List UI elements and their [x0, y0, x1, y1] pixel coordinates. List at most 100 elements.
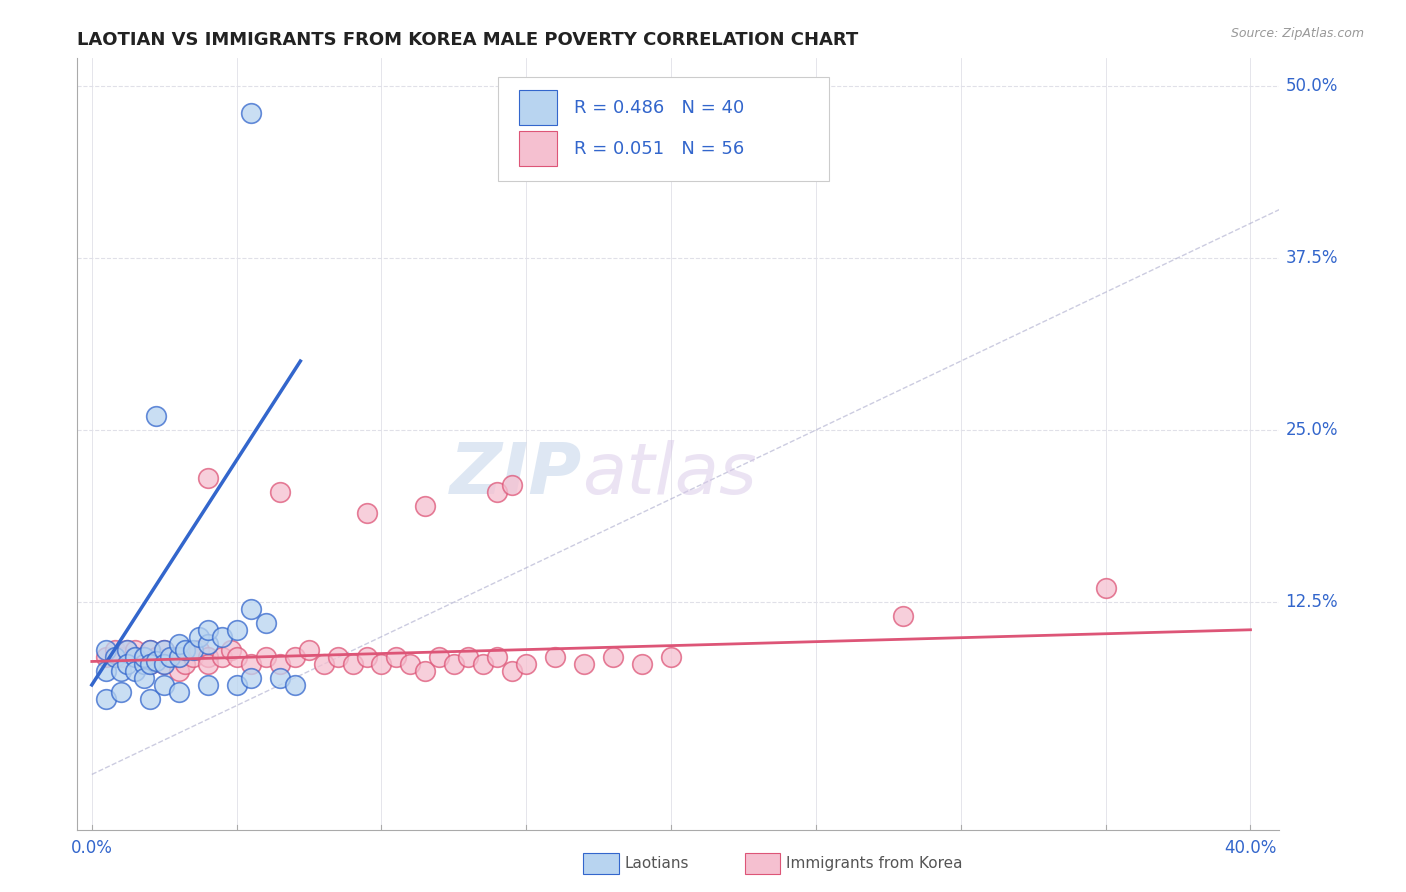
Text: ZIP: ZIP: [450, 440, 582, 509]
Text: 40.0%: 40.0%: [1225, 839, 1277, 857]
Point: [139, 643, 162, 657]
Point: [104, 650, 127, 665]
Point: [115, 657, 138, 672]
Point: [132, 657, 155, 672]
Point: [132, 650, 155, 665]
Point: [145, 650, 167, 665]
Point: [162, 650, 184, 665]
Point: [1094, 582, 1116, 596]
Text: LAOTIAN VS IMMIGRANTS FROM KOREA MALE POVERTY CORRELATION CHART: LAOTIAN VS IMMIGRANTS FROM KOREA MALE PO…: [77, 31, 859, 49]
Point: [211, 630, 233, 644]
Point: [254, 650, 277, 665]
Text: 0.0%: 0.0%: [70, 839, 112, 857]
Point: [486, 485, 509, 500]
Point: [96, 643, 118, 657]
Point: [197, 678, 219, 692]
Point: [385, 650, 408, 665]
Point: [631, 657, 654, 672]
Point: [211, 650, 233, 665]
Point: [173, 643, 195, 657]
Point: [413, 664, 436, 678]
Point: [110, 664, 132, 678]
Point: [124, 664, 146, 678]
FancyBboxPatch shape: [519, 90, 557, 125]
Point: [284, 650, 307, 665]
Point: [240, 657, 263, 672]
Point: [284, 678, 307, 692]
Point: [145, 655, 167, 669]
Point: [132, 671, 155, 685]
Text: 25.0%: 25.0%: [1285, 421, 1337, 439]
Text: atlas: atlas: [582, 440, 756, 509]
Point: [96, 664, 118, 678]
Point: [197, 650, 219, 665]
Point: [254, 615, 277, 630]
Point: [457, 650, 479, 665]
Point: [167, 664, 190, 678]
Point: [399, 657, 422, 672]
Point: [153, 678, 176, 692]
Point: [153, 657, 176, 672]
Point: [269, 485, 291, 500]
Point: [96, 650, 118, 665]
Point: [602, 650, 624, 665]
Point: [269, 657, 291, 672]
Point: [312, 657, 335, 672]
Point: [104, 643, 127, 657]
Point: [413, 499, 436, 513]
Point: [501, 664, 523, 678]
Point: [891, 609, 914, 624]
Point: [181, 643, 204, 657]
Point: [659, 650, 682, 665]
Text: Immigrants from Korea: Immigrants from Korea: [786, 856, 963, 871]
Point: [197, 623, 219, 637]
Point: [167, 650, 190, 665]
Point: [96, 691, 118, 706]
Text: 50.0%: 50.0%: [1285, 77, 1337, 95]
Point: [326, 650, 349, 665]
Point: [356, 506, 378, 520]
Point: [342, 657, 364, 672]
Point: [515, 657, 537, 672]
Text: 12.5%: 12.5%: [1285, 593, 1339, 611]
Point: [219, 643, 242, 657]
Point: [429, 650, 451, 665]
Point: [298, 643, 321, 657]
Point: [240, 602, 263, 616]
Point: [139, 643, 162, 657]
Point: [443, 657, 465, 672]
Text: R = 0.051   N = 56: R = 0.051 N = 56: [574, 140, 744, 158]
FancyBboxPatch shape: [519, 131, 557, 166]
Point: [153, 643, 176, 657]
Point: [110, 650, 132, 665]
Point: [139, 691, 162, 706]
Point: [370, 657, 392, 672]
Point: [115, 643, 138, 657]
Point: [153, 657, 176, 672]
Point: [197, 471, 219, 485]
Point: [471, 657, 494, 672]
Point: [124, 643, 146, 657]
Point: [240, 106, 263, 120]
Point: [188, 643, 211, 657]
Text: R = 0.486   N = 40: R = 0.486 N = 40: [574, 99, 744, 117]
Point: [173, 657, 195, 672]
Point: [188, 630, 211, 644]
Point: [167, 685, 190, 699]
Point: [167, 650, 190, 665]
Point: [132, 650, 155, 665]
Text: Laotians: Laotians: [624, 856, 689, 871]
Point: [501, 478, 523, 492]
Point: [225, 623, 247, 637]
Point: [544, 650, 567, 665]
Point: [115, 643, 138, 657]
Point: [159, 650, 181, 665]
Point: [145, 409, 167, 424]
Point: [486, 650, 509, 665]
Point: [139, 657, 162, 672]
Point: [356, 650, 378, 665]
Text: 37.5%: 37.5%: [1285, 249, 1337, 267]
Point: [167, 636, 190, 650]
Point: [225, 678, 247, 692]
Point: [197, 657, 219, 672]
